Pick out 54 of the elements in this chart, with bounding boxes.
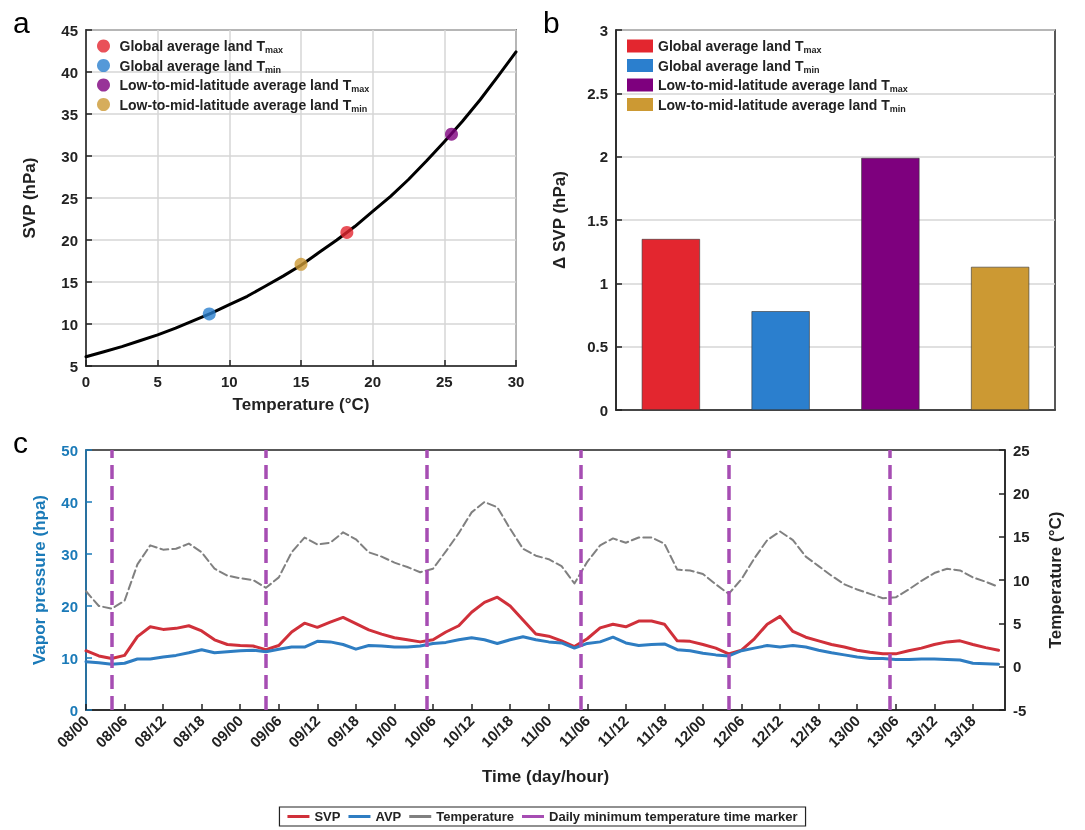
- y-tick-label: 15: [61, 273, 78, 291]
- y-tick-label: 30: [61, 147, 78, 165]
- chart-title: a: [13, 5, 30, 39]
- y-tick-label: 1.5: [587, 211, 608, 229]
- x-tick-label: 20: [364, 373, 382, 390]
- y-tick-label: 5: [69, 357, 78, 375]
- y-tick-label: 2.5: [587, 84, 608, 102]
- x-tick-label: 30: [507, 373, 525, 390]
- y2-tick-label: 20: [1013, 484, 1030, 502]
- y-axis-title: SVP (hPa): [20, 157, 39, 239]
- y-tick-label: 35: [61, 105, 78, 123]
- point: [340, 225, 354, 239]
- legend-label: Temperature: [436, 809, 515, 824]
- legend-label: Daily minimum temperature time marker: [549, 809, 798, 824]
- y-tick-label: 0.5: [587, 338, 608, 356]
- y-axis-title: Vapor pressure (hpa): [30, 494, 49, 666]
- legend-label: SVP: [314, 809, 341, 824]
- y-tick-label: 45: [61, 21, 78, 39]
- y2-tick-label: 10: [1013, 571, 1030, 589]
- point: [202, 307, 216, 321]
- x-tick-label: 5: [153, 373, 162, 390]
- y2-tick-label: -5: [1013, 701, 1027, 719]
- x-tick-label: 10: [220, 373, 238, 390]
- point: [294, 257, 308, 271]
- y-tick-label: 25: [61, 189, 78, 207]
- y-tick-label: 40: [61, 493, 78, 511]
- point: [445, 127, 458, 141]
- line-series: [84, 595, 1001, 661]
- x-tick-label: 0: [81, 373, 91, 390]
- y-axis-title: Δ SVP (hPa): [550, 171, 569, 269]
- chart-title: c: [13, 425, 28, 459]
- y-tick-label: 20: [61, 231, 78, 249]
- y2-tick-label: 5: [1013, 614, 1022, 632]
- y2-axis-title: Temperature (°C): [1046, 511, 1065, 649]
- y-tick-label: 1: [599, 274, 608, 292]
- x-axis-title: Temperature (°C): [232, 395, 370, 414]
- y-tick-label: 2: [599, 148, 608, 166]
- y-tick-label: 10: [61, 649, 78, 667]
- x-axis-title: Time (day/hour): [481, 767, 610, 786]
- y2-tick-label: 25: [1013, 441, 1030, 459]
- y-tick-label: 30: [61, 545, 78, 563]
- line-series: [84, 635, 1001, 666]
- chart-title: b: [543, 5, 560, 39]
- y2-tick-label: 15: [1013, 528, 1030, 546]
- y-tick-label: 40: [61, 63, 78, 81]
- y-tick-label: 50: [61, 441, 78, 459]
- y-tick-label: 20: [61, 597, 78, 615]
- y-tick-label: 0: [599, 401, 608, 419]
- x-tick-label: 25: [435, 373, 453, 390]
- x-tick-label: 15: [292, 373, 310, 390]
- y-tick-label: 3: [599, 21, 608, 39]
- y2-tick-label: 0: [1013, 658, 1022, 676]
- y-tick-label: 10: [61, 315, 78, 333]
- legend-label: AVP: [375, 809, 402, 824]
